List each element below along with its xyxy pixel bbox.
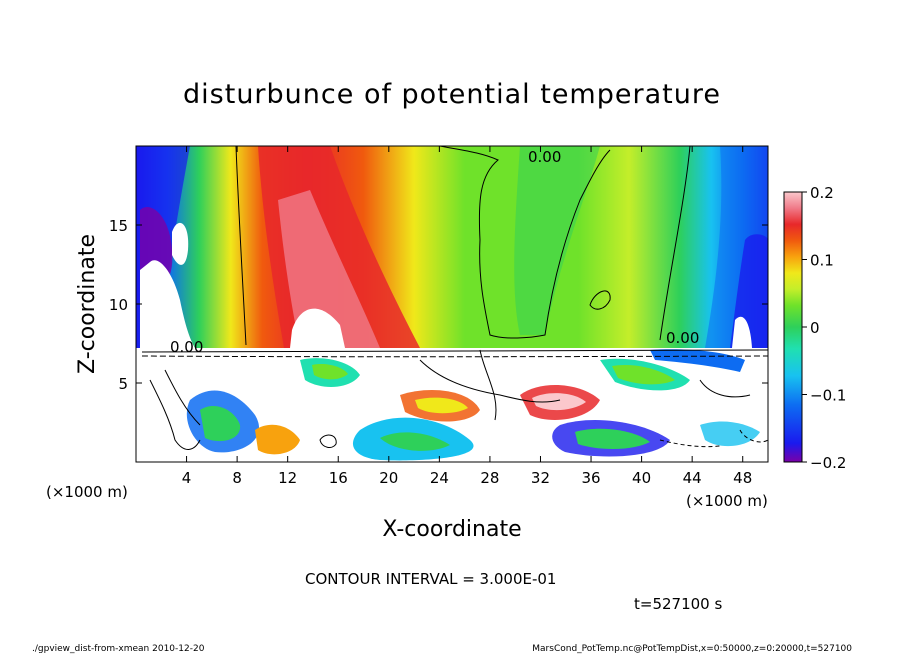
- x-tick-label: 4: [182, 469, 192, 487]
- y-tick-label: 10: [109, 296, 128, 314]
- colorbar-tick-label: −0.1: [810, 387, 846, 405]
- x-unit-left: (×1000 m): [46, 483, 128, 501]
- contour-label-right: 0.00: [666, 329, 699, 347]
- y-tick-label: 5: [118, 375, 128, 393]
- x-unit-right: (×1000 m): [686, 492, 768, 510]
- colorbar: 0.2 0.1 0 −0.1 −0.2: [783, 184, 846, 472]
- x-axis-label: X-coordinate: [382, 517, 521, 542]
- lower-layer: [136, 348, 768, 462]
- x-tick-label: 8: [232, 469, 242, 487]
- colorbar-tick-label: −0.2: [810, 454, 846, 472]
- x-tick-label: 40: [632, 469, 651, 487]
- contour-interval-text: CONTOUR INTERVAL = 3.000E-01: [305, 570, 556, 588]
- x-tick-label: 44: [683, 469, 702, 487]
- contour-label-top: 0.00: [528, 148, 561, 166]
- footer-left: ./gpview_dist-from-xmean 2010-12-20: [32, 644, 205, 654]
- contour-label-left: 0.00: [170, 338, 203, 356]
- colorbar-tick-label: 0: [810, 319, 820, 337]
- colorbar-tick-label: 0.2: [810, 184, 834, 202]
- chart-title: disturbunce of potential temperature: [183, 79, 721, 110]
- x-tick-label: 48: [733, 469, 752, 487]
- y-axis-label: Z-coordinate: [75, 234, 100, 374]
- x-tick-label: 28: [480, 469, 499, 487]
- contour-lines: [141, 146, 768, 450]
- x-tick-label: 20: [379, 469, 398, 487]
- upper-layer: [136, 146, 768, 348]
- x-tick-label: 36: [581, 469, 600, 487]
- x-tick-label: 24: [430, 469, 449, 487]
- y-axis: 5 10 15: [109, 217, 768, 393]
- y-tick-label: 15: [109, 217, 128, 235]
- x-tick-label: 12: [278, 469, 297, 487]
- x-axis: 4 8 12 16 20 24 28 32 36 40 44 48: [182, 146, 752, 487]
- colorbar-scale: [783, 191, 803, 463]
- time-text: t=527100 s: [634, 595, 722, 613]
- x-tick-label: 32: [531, 469, 550, 487]
- heatmap-field: 0.00 0.00 0.00: [136, 146, 768, 462]
- colorbar-ticks: 0.2 0.1 0 −0.1 −0.2: [802, 184, 846, 472]
- footer-right: MarsCond_PotTemp.nc@PotTempDist,x=0:5000…: [532, 644, 852, 654]
- colorbar-tick-label: 0.1: [810, 252, 834, 270]
- x-tick-label: 16: [329, 469, 348, 487]
